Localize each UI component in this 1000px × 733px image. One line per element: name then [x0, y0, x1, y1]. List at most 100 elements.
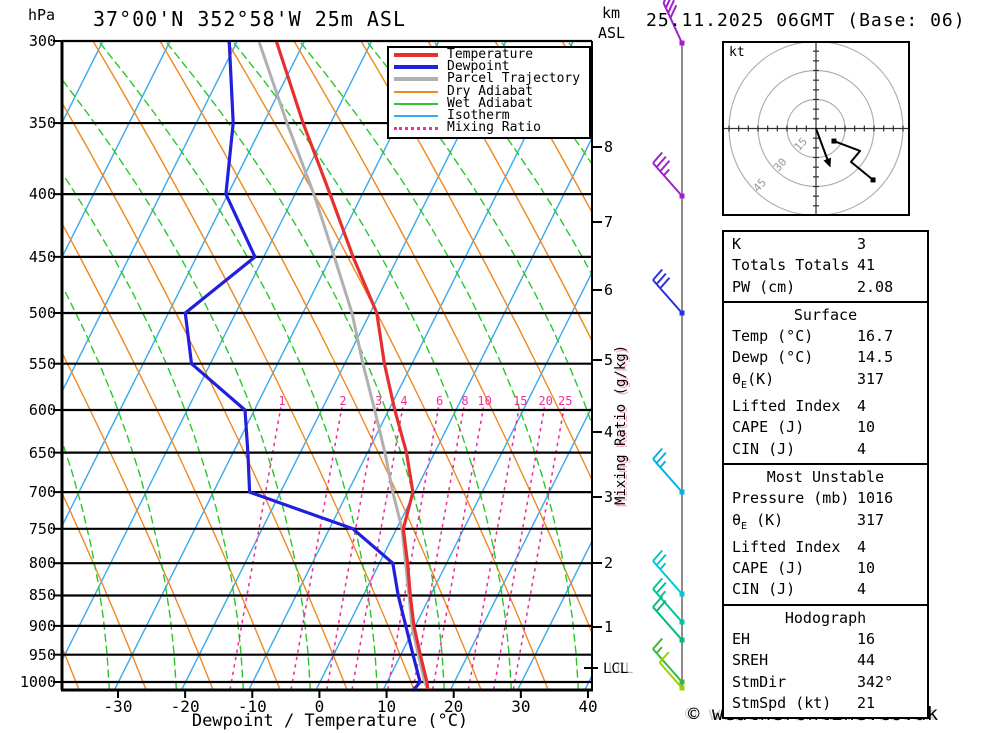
isotherm-line — [450, 405, 592, 689]
legend-row: Mixing Ratio — [389, 120, 589, 136]
wind-barb-station-dot — [679, 685, 685, 691]
pressure-tick-label: 750 — [28, 519, 56, 538]
wind-barb-half-tick — [655, 646, 663, 654]
wind-barb-full-tick — [655, 581, 667, 594]
stats-row: CIN (J) 4 — [724, 579, 927, 600]
stats-row-label: θE (K) — [732, 510, 784, 532]
dry-adiabat-line — [226, 42, 549, 689]
pressure-tick-label: 850 — [28, 586, 56, 605]
wind-barb-full-tick — [659, 160, 671, 172]
legend-key-thick — [394, 53, 438, 58]
legend-key-thin — [394, 102, 438, 105]
pressure-tick-label: 700 — [28, 483, 56, 502]
pressure-tick-label: 1000 — [19, 672, 56, 691]
legend-row: Parcel Trajectory — [389, 72, 589, 85]
stats-section: Most Unstable Pressure (mb) 1016 θE (K) 317 L… — [722, 462, 929, 606]
mixing-ratio-value-label: 2 — [339, 394, 347, 408]
stats-row-value: 10 — [857, 418, 876, 437]
isotherm-line — [114, 42, 440, 689]
mixing-ratio-value-label: 6 — [436, 394, 444, 408]
stats-row-label: StmSpd (kt) — [732, 693, 832, 712]
wind-barb — [662, 0, 685, 46]
stats-section: Hodograph EH 16 SREH 44 StmDir 342° StmSpd (kt)… — [722, 603, 929, 720]
hodograph-trace-dot — [870, 177, 876, 183]
isotherm-line — [517, 539, 592, 689]
stats-row-value: 16.7 — [857, 327, 894, 346]
wet-adiabat-line — [500, 42, 592, 166]
legend-row: Temperature — [389, 48, 589, 61]
storm-motion-arrow — [815, 128, 829, 162]
temp-tick-label: 40 — [578, 697, 598, 716]
km-tick-label: 5 — [604, 351, 614, 369]
stats-row-label: StmDir — [732, 672, 787, 691]
wet-adiabat-line — [98, 42, 378, 689]
run-datetime: 25.11.2025 06GMT (Base: 06) — [646, 10, 966, 31]
stats-row-label: Dewp (°C) — [732, 348, 814, 367]
sounding-indices-panel: K 3 Totals Totals 41 PW (cm) 2.08 Surface Temp … — [722, 230, 929, 720]
wind-barb — [652, 151, 685, 199]
hodograph-unit-label: kt — [729, 45, 745, 60]
dry-adiabat-line — [63, 493, 147, 689]
hodograph-trace-dot — [831, 138, 837, 144]
dry-adiabat-line — [293, 42, 592, 635]
stats-row: Lifted Index 4 — [724, 537, 927, 558]
wind-barb-full-tick — [662, 0, 666, 4]
stats-section-title: Hodograph — [784, 608, 867, 627]
stats-row-value: 317 — [857, 510, 885, 529]
temp-tick-label: 30 — [511, 697, 531, 716]
legend-key-thick — [394, 65, 438, 70]
wind-barb-staff — [652, 560, 683, 595]
mixing-ratio-value-label: 15 — [513, 394, 528, 408]
stats-row-value: 4 — [857, 537, 867, 556]
stats-row-value: 21 — [857, 693, 876, 712]
km-tick-label: 1 — [604, 618, 614, 636]
wind-barb-full-tick — [652, 595, 663, 608]
mixing-ratio-line — [492, 407, 546, 689]
stats-row-label: K — [732, 235, 742, 253]
wind-barb-full-tick — [652, 268, 663, 281]
pressure-tick-label: 800 — [28, 554, 56, 573]
stats-row-value: 1016 — [857, 489, 894, 508]
parcel-trajectory-curve — [257, 42, 430, 689]
mixing-ratio-value-label: 4 — [400, 394, 408, 408]
wet-adiabat-line — [63, 441, 111, 689]
wind-barb-full-tick — [655, 599, 667, 612]
mixing-ratio-line — [326, 407, 379, 689]
stats-row: CIN (J) 4 — [724, 439, 927, 460]
stats-row: θE(K) 317 — [724, 369, 927, 396]
legend-label: Wet Adiabat — [447, 95, 534, 111]
wind-barb-half-tick — [659, 460, 667, 468]
legend-row: Dewpoint — [389, 60, 589, 73]
wind-barb — [652, 577, 685, 625]
lcl-marker-label: LCL — [603, 661, 629, 677]
stats-row-label: CAPE (J) — [732, 418, 805, 437]
dry-adiabat-line — [63, 353, 214, 689]
dry-adiabat-line — [63, 103, 348, 689]
wind-barb-staff — [662, 2, 683, 44]
wind-barb-staff — [652, 648, 683, 683]
mixing-ratio-value-label: 25 — [558, 394, 573, 408]
wind-barb-staff — [652, 279, 683, 314]
stats-row-value: 41 — [857, 256, 876, 275]
pressure-gridlines — [53, 39, 592, 684]
stats-row-label: SREH — [732, 651, 769, 670]
legend-label: Mixing Ratio — [447, 120, 541, 136]
plot-frame — [60, 41, 602, 698]
wind-barb-station-dot — [679, 40, 685, 46]
storm-motion-arrowhead — [823, 157, 831, 168]
dry-adiabat-line — [427, 42, 592, 343]
wind-barb-full-tick — [655, 155, 667, 168]
dewpoint-curve — [183, 42, 422, 689]
dry-adiabat-line — [494, 42, 592, 214]
stats-row: Dewp (°C) 14.5 — [724, 347, 927, 368]
wet-adiabat-line — [299, 42, 579, 689]
mixing-ratio-line — [290, 407, 343, 689]
mixing-ratio-value-label: 1 — [278, 394, 286, 408]
stats-row-label: CIN (J) — [732, 580, 796, 599]
stats-row: θE (K) 317 — [724, 510, 927, 537]
stats-row-label: Pressure (mb) — [732, 489, 850, 508]
altitude-axis-unit-km: km — [602, 4, 621, 22]
wind-barb — [652, 595, 685, 643]
